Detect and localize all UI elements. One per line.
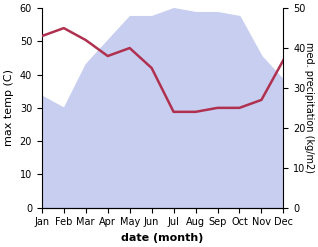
Y-axis label: max temp (C): max temp (C) <box>4 69 14 146</box>
Y-axis label: med. precipitation (kg/m2): med. precipitation (kg/m2) <box>304 42 314 173</box>
X-axis label: date (month): date (month) <box>121 233 204 243</box>
